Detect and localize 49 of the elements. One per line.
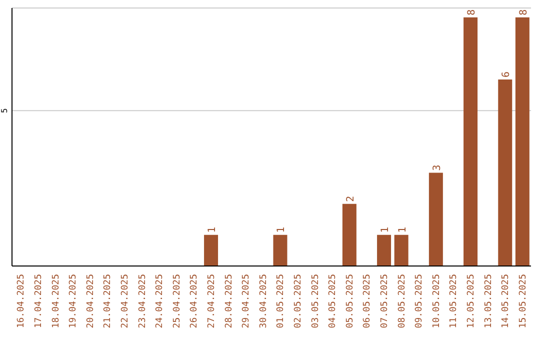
x-tick-label: 25.04.2025	[172, 274, 182, 328]
x-tick-label: 15.05.2025	[518, 274, 528, 328]
bar	[428, 172, 443, 266]
bar	[377, 234, 392, 266]
data-label: 8	[518, 9, 530, 16]
x-tick-label: 12.05.2025	[466, 274, 476, 328]
x-tick-label: 11.05.2025	[449, 274, 460, 328]
data-label: 2	[345, 196, 356, 202]
x-tick-label: 26.04.2025	[190, 274, 200, 328]
x-tick-label: 06.05.2025	[362, 274, 373, 328]
bar	[204, 234, 218, 266]
x-tick-label: 02.05.2025	[293, 274, 304, 328]
x-tick-label: 23.04.2025	[138, 274, 148, 328]
data-label: 1	[276, 226, 288, 233]
x-tick-label: 07.05.2025	[380, 274, 390, 328]
bar	[498, 79, 512, 266]
y-tick-label: 5	[0, 108, 9, 113]
x-tick-label: 17.04.2025	[34, 274, 44, 328]
bar	[515, 17, 530, 266]
x-tick-label: 19.04.2025	[68, 274, 79, 328]
x-tick-label: 22.04.2025	[120, 274, 130, 328]
data-label: 1	[207, 226, 218, 233]
x-tick-label: 29.04.2025	[242, 274, 252, 328]
x-tick-label: 18.04.2025	[51, 274, 62, 328]
data-label: 3	[432, 164, 443, 171]
x-tick-label: 09.05.2025	[414, 274, 425, 328]
bar	[273, 234, 288, 266]
data-label: 1	[397, 226, 408, 233]
bar	[342, 204, 356, 266]
x-tick-label: 05.05.2025	[345, 274, 356, 328]
x-tick-label: 24.04.2025	[155, 274, 166, 328]
x-tick-label: 30.04.2025	[258, 274, 269, 328]
bar	[464, 17, 478, 266]
x-tick-label: 10.05.2025	[432, 274, 442, 328]
x-tick-label: 04.05.2025	[328, 274, 338, 328]
x-tick-label: 03.05.2025	[310, 274, 321, 328]
x-tick-label: 27.04.2025	[206, 274, 217, 328]
data-label: 6	[501, 71, 512, 78]
bar	[394, 234, 408, 266]
x-tick-label: 21.04.2025	[103, 274, 114, 328]
x-tick-label: 20.04.2025	[86, 274, 96, 328]
x-tick-label: 13.05.2025	[484, 274, 494, 328]
data-label: 8	[466, 9, 478, 16]
data-label: 1	[380, 226, 392, 233]
x-tick-label: 14.05.2025	[501, 274, 512, 328]
x-tick-label: 28.04.2025	[224, 274, 234, 328]
x-tick-label: 16.04.2025	[16, 274, 27, 328]
x-tick-label: 01.05.2025	[276, 274, 286, 328]
x-tick-label: 08.05.2025	[397, 274, 408, 328]
